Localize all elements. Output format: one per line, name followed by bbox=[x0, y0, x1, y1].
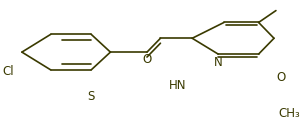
Text: CH₃: CH₃ bbox=[279, 107, 300, 120]
Text: S: S bbox=[88, 90, 95, 103]
Text: N: N bbox=[214, 56, 223, 68]
Text: HN: HN bbox=[169, 79, 187, 92]
Text: Cl: Cl bbox=[2, 65, 14, 78]
Text: O: O bbox=[276, 71, 285, 84]
Text: O: O bbox=[142, 53, 152, 65]
